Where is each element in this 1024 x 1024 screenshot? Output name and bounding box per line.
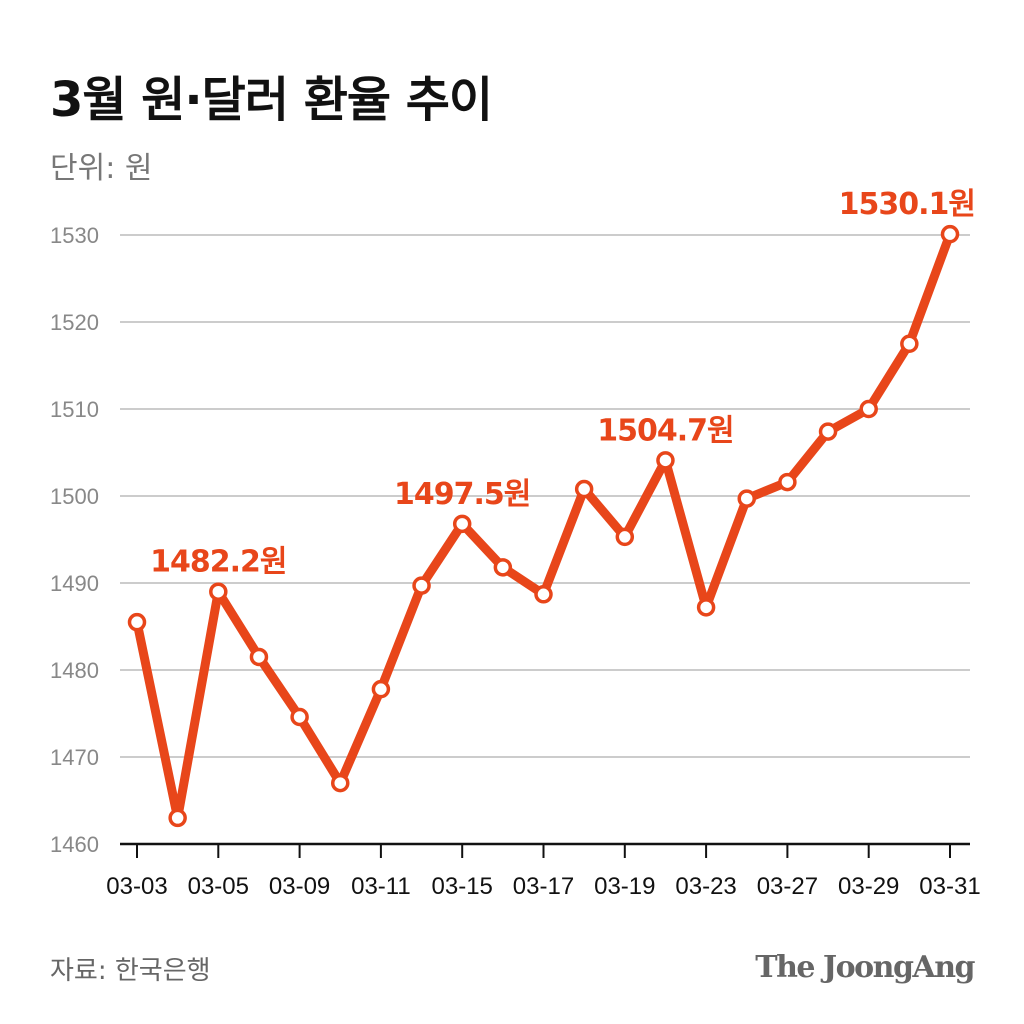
x-tick-label: 03-31 <box>919 873 980 900</box>
data-point <box>290 707 309 727</box>
x-tick-label: 03-17 <box>513 873 574 900</box>
data-point <box>209 582 228 601</box>
x-tick-label: 03-05 <box>188 873 249 900</box>
unit-label: 단위: 원 <box>50 151 153 186</box>
y-tick-label: 1470 <box>50 745 99 770</box>
data-point <box>249 647 269 667</box>
y-tick-label: 1520 <box>50 310 99 335</box>
data-point <box>818 422 838 441</box>
data-point <box>452 514 472 534</box>
y-tick-label: 1490 <box>50 571 99 596</box>
data-annotation: 1504.7원 <box>597 413 733 448</box>
chart-title: 3월 원·달러 환율 추이 <box>50 72 493 128</box>
data-point <box>127 612 147 632</box>
y-tick-label: 1510 <box>50 397 99 422</box>
data-point <box>574 479 594 499</box>
x-tick-label: 03-03 <box>106 873 167 900</box>
data-point <box>656 451 675 470</box>
data-point <box>534 585 553 604</box>
data-annotation: 1482.2원 <box>150 545 286 580</box>
data-point <box>331 773 350 793</box>
x-tick-label: 03-23 <box>675 873 736 900</box>
data-point <box>900 334 919 353</box>
x-tick-label: 03-15 <box>432 873 493 900</box>
brand-logo: The JoongAng <box>755 950 975 985</box>
data-point <box>696 598 716 617</box>
data-point <box>493 558 513 577</box>
data-point <box>737 489 756 508</box>
x-tick-label: 03-11 <box>351 873 411 900</box>
y-tick-label: 1500 <box>50 484 99 509</box>
y-tick-label: 1460 <box>50 832 99 857</box>
data-annotation: 1497.5원 <box>394 477 530 512</box>
data-point <box>168 808 187 828</box>
x-tick-label: 03-29 <box>838 873 899 900</box>
y-tick-label: 1530 <box>50 223 99 248</box>
data-point <box>940 224 960 244</box>
source-label: 자료: 한국은행 <box>50 956 211 986</box>
data-annotation: 1530.1원 <box>839 187 975 222</box>
x-tick-label: 03-09 <box>269 873 330 900</box>
data-point <box>615 527 635 547</box>
data-point <box>371 679 391 699</box>
data-point <box>859 399 878 419</box>
data-point <box>778 472 797 492</box>
x-tick-label: 03-19 <box>594 873 655 900</box>
data-point <box>412 576 431 595</box>
y-tick-label: 1480 <box>50 658 99 683</box>
x-tick-label: 03-27 <box>757 873 818 900</box>
